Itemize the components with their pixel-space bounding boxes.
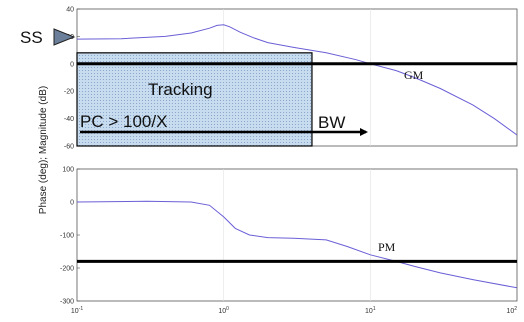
gm-label: GM <box>404 68 424 82</box>
phase-plot-area <box>76 168 518 302</box>
ss-marker <box>53 28 76 46</box>
phase-series-line <box>76 200 518 289</box>
y-tick-label: -300 <box>60 299 74 306</box>
y-tick-label: 0 <box>70 61 74 68</box>
x-tick-label: 101 <box>365 306 376 315</box>
y-tick-label: -40 <box>64 116 74 123</box>
pc-label: PC > 100/X <box>80 112 167 131</box>
x-tick-label: 102 <box>506 306 517 315</box>
y-axis-label: Phase (deg); Magnitude (dB) <box>38 86 49 214</box>
x-axis-ticks: 10-1 100 101 102 <box>71 306 517 315</box>
y-tick-label: 100 <box>62 167 74 174</box>
y-tick-label: -20 <box>64 89 74 96</box>
magnitude-series-line <box>76 24 518 136</box>
x-tick-label: 100 <box>218 306 229 315</box>
ss-label: SS <box>20 28 43 47</box>
y-tick-label: 0 <box>70 200 74 207</box>
x-tick-label: 10-1 <box>71 306 83 315</box>
bw-label: BW <box>318 113 345 132</box>
tracking-region <box>76 52 313 147</box>
pm-label: PM <box>378 240 396 254</box>
y-tick-label: -100 <box>60 233 74 240</box>
y-tick-label: -60 <box>64 144 74 151</box>
phase-gridlines <box>223 169 371 301</box>
y-tick-label: -200 <box>60 266 74 273</box>
tracking-label: Tracking <box>148 80 213 99</box>
phase-y-ticks: 100 0 -100 -200 -300 <box>60 167 80 306</box>
y-tick-label: 40 <box>66 7 74 14</box>
